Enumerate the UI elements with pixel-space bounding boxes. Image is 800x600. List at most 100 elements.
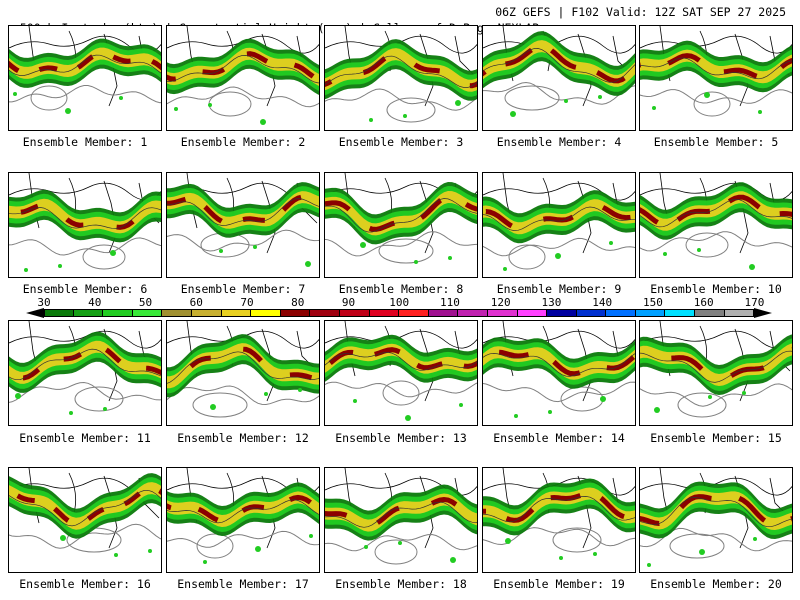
colorbar-segment: [665, 309, 696, 317]
ensemble-member-label: Ensemble Member: 5: [653, 135, 779, 149]
colorbar-tick-label: 160: [693, 296, 714, 309]
colorbar-segment: [576, 309, 607, 317]
ensemble-member-label: Ensemble Member: 20: [650, 577, 782, 591]
isotach-blob: [699, 549, 705, 555]
isotach-blob: [264, 392, 268, 396]
jet-band-yellow: [483, 199, 635, 235]
ensemble-map-svg: [640, 468, 792, 567]
jet-core: [9, 485, 161, 527]
isotach-blob: [405, 415, 411, 421]
colorbar-segment: [458, 309, 488, 317]
ensemble-member-map: [8, 172, 162, 278]
height-contour: [167, 530, 319, 548]
height-contour-jet: [167, 55, 319, 84]
height-contour: [483, 527, 635, 547]
height-contour-jet: [9, 348, 161, 381]
jet-core: [9, 344, 161, 381]
isotach-blob: [398, 541, 402, 545]
isotach-blob: [559, 556, 563, 560]
ensemble-member-label: Ensemble Member: 16: [19, 577, 151, 591]
isotach-blob: [600, 396, 606, 402]
isotach-blob: [24, 268, 28, 272]
jet-band-green: [167, 186, 319, 234]
height-contour: [325, 231, 477, 257]
ensemble-member-map: [482, 467, 636, 573]
height-contour-jet: [167, 499, 319, 524]
colorbar-segment: [635, 309, 666, 317]
jet-band-green: [167, 42, 319, 91]
colorbar-tick-label: 120: [490, 296, 511, 309]
colorbar-segment: [517, 309, 548, 317]
isotach-blob: [69, 411, 73, 415]
jet-band-yellow: [325, 48, 477, 92]
height-contour: [9, 237, 161, 256]
colorbar-segment: [399, 309, 429, 317]
colorbar-tick-label: 50: [138, 296, 153, 309]
ensemble-member-label: Ensemble Member: 12: [177, 431, 309, 445]
isotach-blob: [753, 537, 757, 541]
ensemble-map-svg: [9, 321, 161, 415]
isotach-blob: [708, 395, 712, 399]
height-contour-closed: [30, 85, 68, 111]
isotach-blob: [448, 256, 452, 260]
height-contour-closed: [192, 392, 248, 418]
isotach-blob: [564, 99, 568, 103]
ensemble-map-svg: [325, 26, 477, 123]
height-contour-jet: [640, 497, 792, 528]
colorbar-tick-label: 60: [189, 296, 203, 309]
ensemble-member-label: Ensemble Member: 1: [22, 135, 148, 149]
height-contour-jet: [483, 48, 635, 83]
colorbar-segment: [547, 309, 577, 317]
ensemble-member-label: Ensemble Member: 9: [496, 282, 622, 296]
ensemble-member-label: Ensemble Member: 4: [496, 135, 622, 149]
colorbar-segment: [251, 309, 281, 317]
isotach-blob: [548, 410, 552, 414]
ensemble-map-svg: [167, 173, 319, 267]
isotach-blob: [647, 563, 651, 567]
ensemble-map-svg: [640, 26, 792, 117]
jet-band-green: [9, 335, 161, 389]
colorbar-tick-label: 90: [341, 296, 356, 309]
colorbar-tick-label: 140: [592, 296, 613, 309]
colorbar-segment: [103, 309, 133, 317]
isotach-blob: [758, 110, 762, 114]
jet-band-yellow: [167, 191, 319, 229]
ensemble-map-svg: [167, 26, 319, 125]
colorbar-segment: [369, 309, 400, 317]
colorbar-segment: [695, 309, 725, 317]
height-contour: [483, 237, 635, 257]
colorbar-segment: [221, 309, 252, 317]
ensemble-member-map: [639, 172, 793, 278]
colorbar-tick-label: 30: [37, 296, 51, 309]
jet-band-yellow: [483, 40, 635, 87]
jet-core: [483, 202, 635, 231]
ensemble-member-label: Ensemble Member: 7: [180, 282, 306, 296]
ensemble-map-svg: [325, 468, 477, 565]
isotach-blob: [697, 248, 701, 252]
isotach-blob: [514, 414, 518, 418]
colorbar-segment: [73, 309, 104, 317]
colorbar-tick-label: 170: [744, 296, 765, 309]
jet-band-yellow: [167, 47, 319, 86]
colorbar-segment: [339, 309, 370, 317]
jet-core: [9, 51, 161, 76]
jet-core: [483, 490, 635, 523]
colorbar-left-arrow: [26, 308, 44, 318]
ensemble-member-label: Ensemble Member: 11: [19, 431, 151, 445]
isotach-blob: [503, 267, 507, 271]
isotach-blob: [58, 264, 62, 268]
isotach-blob: [403, 114, 407, 118]
isotach-blob: [510, 111, 516, 117]
ensemble-map-svg: [167, 468, 319, 564]
height-contour: [325, 88, 477, 111]
ensemble-member-label: Ensemble Member: 13: [335, 431, 467, 445]
isotach-blob: [253, 245, 257, 249]
ensemble-member-map: [8, 25, 162, 131]
isotach-blob: [203, 560, 207, 564]
isotach-blob: [353, 399, 357, 403]
height-contour: [640, 527, 792, 552]
ensemble-map-svg: [640, 321, 792, 418]
chart-title: 500mb Isotachs (kts) | Geopotential Heig…: [6, 4, 796, 35]
height-contour-jet: [640, 350, 792, 383]
isotach-blob: [593, 552, 597, 556]
